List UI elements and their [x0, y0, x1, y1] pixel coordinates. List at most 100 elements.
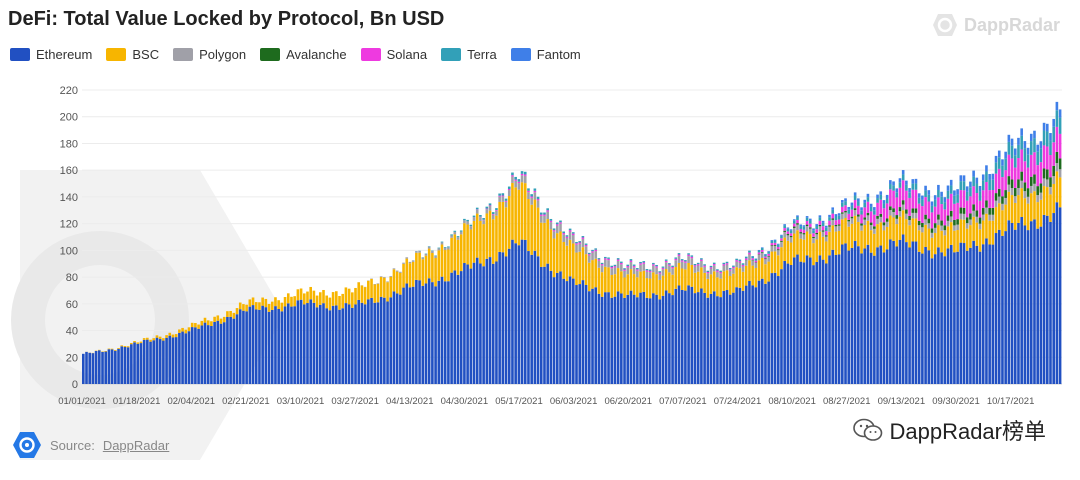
- bar-segment-polygon: [636, 271, 639, 278]
- bar-segment-terra: [636, 268, 639, 269]
- bar-segment-bsc: [889, 216, 892, 240]
- bar-segment-polygon: [431, 251, 434, 253]
- bar-segment-ethereum: [204, 323, 207, 384]
- bar-segment-terra: [822, 223, 825, 226]
- bar-segment-bsc: [828, 232, 831, 255]
- bar-segment-bsc: [847, 227, 850, 251]
- bar-segment-solana: [873, 215, 876, 227]
- bar-segment-polygon: [969, 219, 972, 225]
- bar-segment-terra: [447, 246, 450, 247]
- x-tick-label: 02/04/2021: [167, 396, 215, 407]
- bar-segment-polygon: [476, 210, 479, 214]
- bar-segment-solana: [755, 261, 758, 263]
- bar-segment-bsc: [133, 341, 136, 342]
- bar-segment-avalanche: [1017, 179, 1020, 188]
- bar-segment-fantom: [950, 180, 953, 186]
- bar-segment-ethereum: [566, 281, 569, 384]
- bar-segment-terra: [1052, 127, 1055, 143]
- bar-segment-bsc: [184, 330, 187, 334]
- bar-segment-polygon: [691, 258, 694, 265]
- bar-segment-solana: [918, 204, 921, 221]
- bar-segment-terra: [1017, 145, 1020, 158]
- bar-segment-avalanche: [771, 245, 774, 246]
- bar-segment-polygon: [658, 274, 661, 280]
- bar-segment-bsc: [460, 234, 463, 271]
- bar-segment-bsc: [610, 275, 613, 298]
- bar-segment-bsc: [937, 225, 940, 247]
- bar-segment-bsc: [658, 280, 661, 299]
- source-link[interactable]: DappRadar: [103, 438, 170, 453]
- bar-segment-solana: [674, 259, 677, 260]
- y-tick-label: 20: [66, 352, 78, 364]
- bar-segment-polygon: [444, 248, 447, 250]
- bar-segment-bsc: [739, 268, 742, 288]
- bar-segment-bsc: [723, 271, 726, 291]
- bar-segment-bsc: [630, 269, 633, 291]
- bar-segment-polygon: [591, 253, 594, 261]
- bar-segment-terra: [700, 258, 703, 259]
- bar-segment-fantom: [793, 219, 796, 220]
- bar-segment-fantom: [828, 215, 831, 217]
- bar-segment-ethereum: [85, 352, 88, 384]
- bar-segment-ethereum: [953, 252, 956, 384]
- bar-segment-ethereum: [255, 309, 258, 384]
- bar-segment-bsc: [450, 238, 453, 273]
- bar-segment-ethereum: [156, 338, 159, 384]
- bar-segment-polygon: [447, 247, 450, 249]
- bar-segment-terra: [895, 192, 898, 197]
- bar-segment-terra: [1059, 118, 1062, 134]
- bar-segment-avalanche: [806, 225, 809, 226]
- bar-segment-ethereum: [723, 291, 726, 384]
- bar-segment-fantom: [915, 179, 918, 184]
- bar-segment-bsc: [678, 263, 681, 286]
- bar-segment-ethereum: [152, 340, 155, 384]
- bar-segment-polygon: [454, 232, 457, 235]
- bar-segment-polygon: [649, 272, 652, 278]
- bar-segment-polygon: [915, 213, 918, 219]
- bar-segment-terra: [992, 180, 995, 190]
- bar-segment-bsc: [662, 276, 665, 296]
- bar-segment-terra: [591, 250, 594, 251]
- bar-segment-avalanche: [758, 254, 761, 255]
- bar-segment-fantom: [1001, 159, 1004, 165]
- bar-segment-bsc: [764, 264, 767, 284]
- legend-item-ethereum[interactable]: Ethereum: [10, 47, 92, 62]
- bar-segment-terra: [1033, 138, 1036, 152]
- legend-item-polygon[interactable]: Polygon: [173, 47, 246, 62]
- bar-segment-ethereum: [626, 295, 629, 384]
- bar-segment-fantom: [873, 207, 876, 210]
- bar-segment-ethereum: [607, 292, 610, 384]
- bar-segment-ethereum: [633, 295, 636, 384]
- bar-segment-solana: [844, 205, 847, 211]
- bar-segment-ethereum: [735, 287, 738, 384]
- bar-segment-bsc: [902, 210, 905, 234]
- bar-segment-ethereum: [415, 280, 418, 384]
- bar-segment-fantom: [1004, 152, 1007, 159]
- bar-segment-terra: [835, 217, 838, 221]
- bar-segment-bsc: [245, 305, 248, 312]
- bar-segment-ethereum: [594, 287, 597, 384]
- bar-segment-ethereum: [184, 333, 187, 384]
- bar-segment-bsc: [908, 225, 911, 247]
- bar-segment-bsc: [249, 299, 252, 306]
- bar-segment-ethereum: [700, 288, 703, 384]
- legend-item-fantom[interactable]: Fantom: [511, 47, 581, 62]
- bar-segment-ethereum: [745, 286, 748, 384]
- bar-segment-terra: [610, 266, 613, 267]
- legend-item-avalanche[interactable]: Avalanche: [260, 47, 346, 62]
- bar-segment-ethereum: [418, 280, 421, 384]
- bar-segment-polygon: [953, 225, 956, 230]
- bar-segment-bsc: [309, 287, 312, 299]
- legend-item-terra[interactable]: Terra: [441, 47, 497, 62]
- bar-segment-ethereum: [287, 303, 290, 384]
- bar-segment-terra: [582, 236, 585, 237]
- bar-segment-avalanche: [963, 208, 966, 214]
- x-tick-label: 01/18/2021: [113, 396, 161, 407]
- source-attribution: Source: DappRadar: [12, 430, 169, 460]
- bar-segment-bsc: [700, 267, 703, 288]
- legend-item-solana[interactable]: Solana: [361, 47, 427, 62]
- bar-segment-polygon: [883, 225, 886, 230]
- bar-segment-bsc: [1059, 177, 1062, 207]
- legend-item-bsc[interactable]: BSC: [106, 47, 159, 62]
- bar-segment-bsc: [354, 288, 357, 304]
